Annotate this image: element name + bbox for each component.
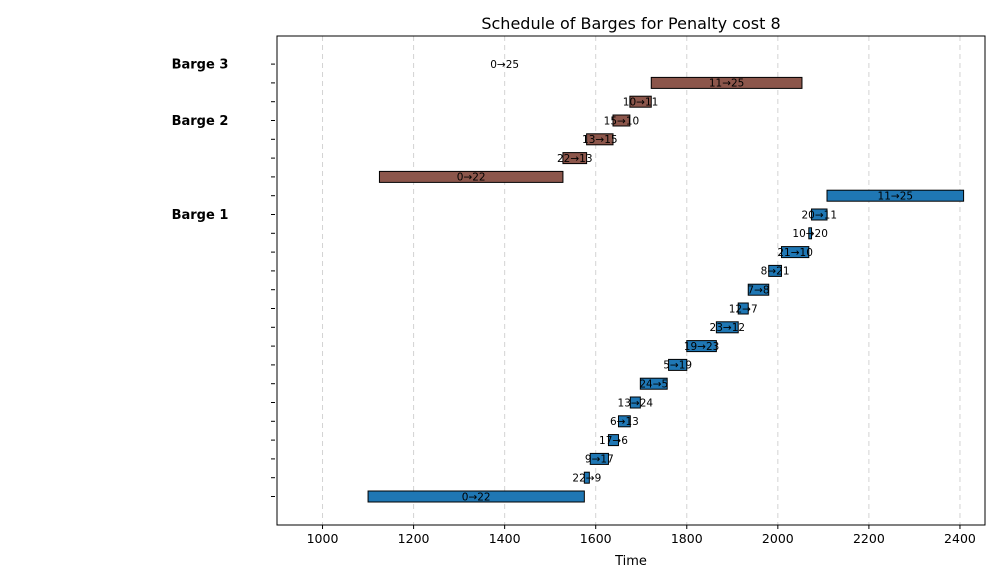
x-axis-label: Time bbox=[614, 554, 647, 569]
x-tick-label: 1800 bbox=[671, 531, 703, 546]
bar-label: 21→10 bbox=[777, 247, 813, 259]
bar-label: 22→9 bbox=[572, 473, 601, 485]
barge-group-label: Barge 3 bbox=[172, 58, 229, 73]
bar-label: 7→8 bbox=[747, 285, 769, 297]
x-tick-label: 2400 bbox=[944, 531, 976, 546]
bar-label: 6→13 bbox=[610, 416, 639, 428]
bar-label: 11→25 bbox=[878, 191, 914, 203]
bar-label: 24→5 bbox=[639, 379, 668, 391]
bar-label: 15→10 bbox=[604, 115, 640, 127]
schedule-bar bbox=[378, 170, 564, 183]
bar-label: 13→24 bbox=[618, 397, 654, 409]
schedule-bar bbox=[583, 471, 590, 484]
schedule-bar bbox=[715, 321, 739, 334]
schedule-bar bbox=[617, 415, 631, 428]
plot-frame bbox=[276, 35, 986, 526]
schedule-bar bbox=[768, 264, 782, 277]
x-tick-label: 1200 bbox=[398, 531, 430, 546]
bar-label: 5→19 bbox=[663, 360, 692, 372]
schedule-bar bbox=[811, 208, 828, 221]
x-axis: 1000 1200 1400 1600 1800 2000 2200 2400 bbox=[307, 525, 976, 546]
y-ticks bbox=[271, 63, 275, 497]
bar-label: 9→17 bbox=[585, 454, 614, 466]
schedule-bar bbox=[668, 358, 688, 371]
schedule-bar bbox=[737, 302, 749, 315]
schedule-bar bbox=[650, 76, 803, 89]
schedule-bar bbox=[367, 490, 585, 503]
bar-label: 0→22 bbox=[457, 172, 486, 184]
schedule-bar bbox=[629, 396, 641, 409]
x-tick-label: 2000 bbox=[762, 531, 794, 546]
x-tick-label: 1400 bbox=[489, 531, 521, 546]
bar-label: 10→11 bbox=[623, 97, 659, 109]
schedule-bar bbox=[747, 283, 770, 296]
x-tick-label: 1000 bbox=[307, 531, 339, 546]
bar-label: 10→20 bbox=[792, 228, 828, 240]
bar-label: 20→11 bbox=[802, 209, 838, 221]
bar-label: 12→7 bbox=[729, 303, 758, 315]
schedule-bar bbox=[612, 114, 631, 127]
schedule-bar bbox=[607, 434, 619, 447]
schedule-bar bbox=[686, 340, 717, 353]
schedule-bar bbox=[808, 227, 813, 240]
bar-label: 22→13 bbox=[557, 153, 593, 165]
bar-label: 11→25 bbox=[709, 78, 745, 90]
bar-label: 23→12 bbox=[710, 322, 746, 334]
schedule-bar bbox=[586, 133, 614, 146]
schedule-bar bbox=[780, 246, 810, 259]
chart-title: Schedule of Barges for Penalty cost 8 bbox=[481, 14, 780, 33]
grid-lines bbox=[322, 36, 961, 525]
group-labels: Barge 1 Barge 2 Barge 3 bbox=[172, 58, 229, 223]
x-tick-label: 1600 bbox=[580, 531, 612, 546]
bar-label: 17→6 bbox=[599, 435, 628, 447]
bar-label: 13→15 bbox=[582, 134, 618, 146]
schedule-bar bbox=[589, 452, 609, 465]
bars: 0→22 22→9 9→17 17→6 6→13 13→24 24→5 5→19 19→23 23… bbox=[367, 59, 965, 503]
schedule-bar bbox=[639, 377, 668, 390]
bar-label: 19→23 bbox=[684, 341, 720, 353]
barge-group-label: Barge 2 bbox=[172, 114, 229, 129]
schedule-bar bbox=[562, 152, 588, 165]
bar-label: 0→22 bbox=[462, 491, 491, 503]
schedule-bar bbox=[826, 189, 965, 202]
barge-group-label: Barge 1 bbox=[172, 208, 229, 223]
bar-label: 0→25 bbox=[490, 59, 519, 71]
x-tick-label: 2200 bbox=[853, 531, 885, 546]
bar-label: 8→21 bbox=[761, 266, 790, 278]
schedule-bar bbox=[629, 95, 652, 108]
